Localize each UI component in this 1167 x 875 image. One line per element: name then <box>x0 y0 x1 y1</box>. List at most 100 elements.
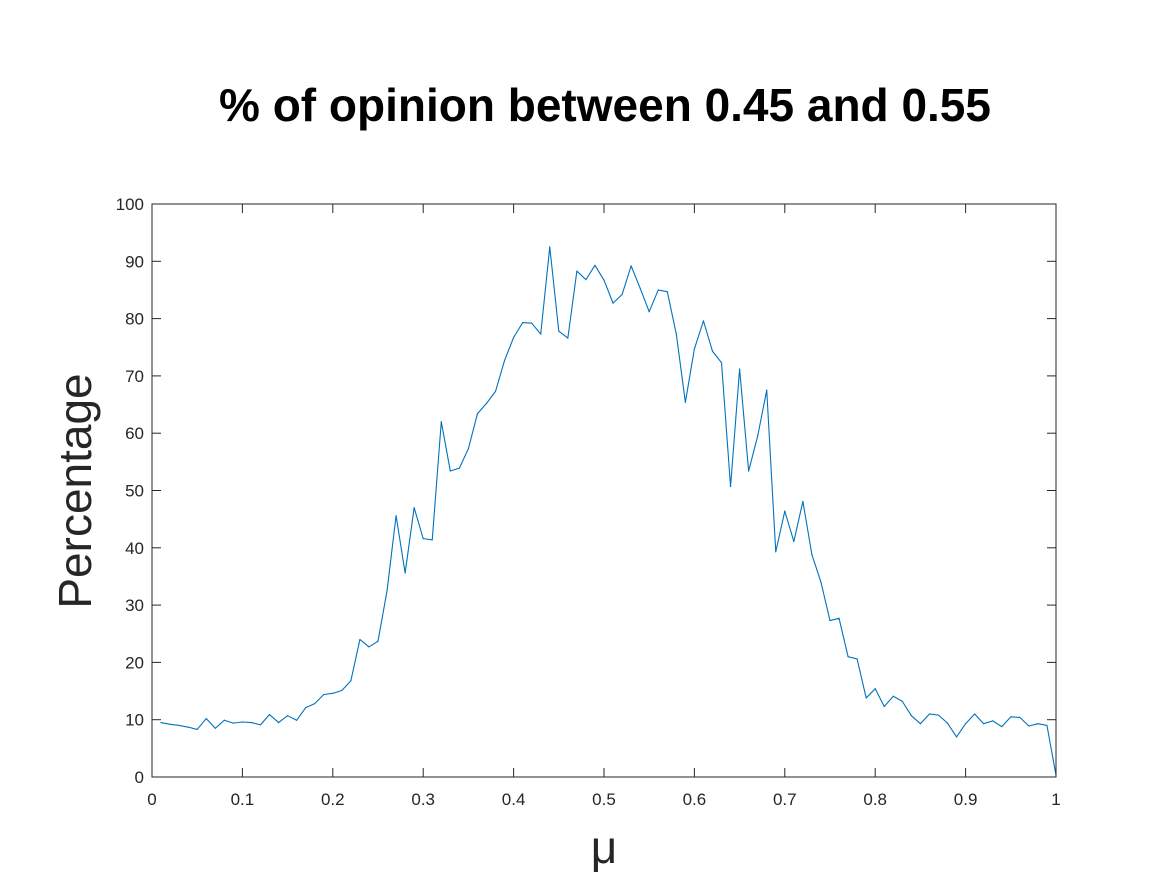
x-tick-label: 0 <box>147 790 156 809</box>
data-point <box>874 688 876 690</box>
data-point <box>467 448 469 450</box>
plot-area <box>152 204 1056 777</box>
data-point <box>829 619 831 622</box>
data-point <box>431 539 433 541</box>
data-point <box>766 389 768 391</box>
x-tick-label: 0.6 <box>683 790 707 809</box>
data-point <box>639 287 641 289</box>
data-point <box>178 724 180 727</box>
data-point <box>910 715 912 717</box>
chart-title: % of opinion between 0.45 and 0.55 <box>219 79 991 131</box>
x-tick-label: 0.9 <box>954 790 978 809</box>
x-tick-label: 0.5 <box>592 790 616 809</box>
data-point <box>648 311 650 313</box>
data-point <box>693 348 696 350</box>
data-point <box>341 689 343 692</box>
data-point <box>965 723 967 725</box>
data-point <box>549 246 551 248</box>
data-point <box>919 723 922 725</box>
data-point <box>675 333 677 335</box>
data-point <box>494 390 497 392</box>
data-point <box>901 700 903 702</box>
data-point <box>359 638 361 641</box>
data-point <box>413 507 415 509</box>
y-axis-ticks: 0 10 20 30 40 50 60 70 80 90 100 <box>116 195 1056 787</box>
y-tick-label: 40 <box>125 539 144 558</box>
data-point <box>350 680 352 682</box>
y-tick-label: 100 <box>116 195 144 214</box>
y-tick-label: 90 <box>125 252 144 271</box>
data-point <box>259 724 262 726</box>
y-tick-label: 70 <box>125 367 144 386</box>
data-point <box>531 322 533 324</box>
data-point <box>684 401 686 403</box>
data-point <box>630 265 632 267</box>
y-tick-label: 0 <box>135 768 144 787</box>
data-point <box>458 467 460 469</box>
data-point <box>476 413 479 415</box>
data-point <box>205 717 207 720</box>
data-point <box>1037 723 1039 725</box>
data-point <box>196 728 198 731</box>
data-point <box>621 293 623 296</box>
x-tick-label: 1 <box>1051 790 1060 809</box>
y-tick-label: 10 <box>125 711 144 730</box>
data-point <box>811 554 813 556</box>
data-point <box>169 723 171 725</box>
data-point <box>748 470 750 472</box>
data-point <box>585 279 587 281</box>
data-point <box>983 723 985 725</box>
data-point <box>1019 716 1021 719</box>
data-point <box>540 333 542 335</box>
data-point <box>784 510 786 512</box>
data-point <box>711 350 714 352</box>
data-point <box>838 617 840 619</box>
data-point <box>576 270 578 272</box>
data-point <box>241 721 243 723</box>
data-point <box>775 551 777 553</box>
x-tick-label: 0.7 <box>773 790 797 809</box>
x-tick-label: 0.4 <box>502 790 526 809</box>
data-point <box>666 291 668 293</box>
data-point <box>974 713 976 715</box>
data-point <box>404 572 406 574</box>
data-point <box>422 538 424 540</box>
plot-frame <box>151 203 1057 778</box>
data-point <box>250 721 253 724</box>
data-point <box>928 713 931 715</box>
data-point <box>567 337 569 339</box>
data-point <box>946 722 949 724</box>
data-point <box>449 470 451 472</box>
x-tick-label: 0.8 <box>863 790 887 809</box>
y-tick-label: 60 <box>125 424 144 443</box>
data-point <box>892 695 894 697</box>
data-point <box>223 719 225 721</box>
data-point <box>323 693 325 696</box>
y-tick-label: 80 <box>125 310 144 329</box>
data-point <box>268 713 271 716</box>
data-point <box>1001 725 1003 728</box>
data-point <box>603 279 605 281</box>
data-point <box>856 658 858 660</box>
data-point <box>314 703 316 705</box>
data-point <box>160 721 162 724</box>
data-point <box>739 368 741 370</box>
x-tick-label: 0.3 <box>411 790 435 809</box>
data-point <box>594 264 596 266</box>
data-point <box>305 707 307 709</box>
y-tick-label: 50 <box>125 482 144 501</box>
series-line <box>160 246 1057 776</box>
data-points <box>160 246 1057 776</box>
data-point <box>296 719 298 721</box>
data-point <box>1046 724 1048 727</box>
data-point <box>820 581 822 583</box>
data-point <box>558 330 560 332</box>
x-tick-label: 0.1 <box>231 790 255 809</box>
x-axis-label: μ <box>591 821 618 873</box>
data-point <box>377 640 379 642</box>
data-point <box>287 715 289 717</box>
data-point <box>1010 716 1012 718</box>
data-point <box>847 656 849 658</box>
data-point <box>368 646 370 648</box>
